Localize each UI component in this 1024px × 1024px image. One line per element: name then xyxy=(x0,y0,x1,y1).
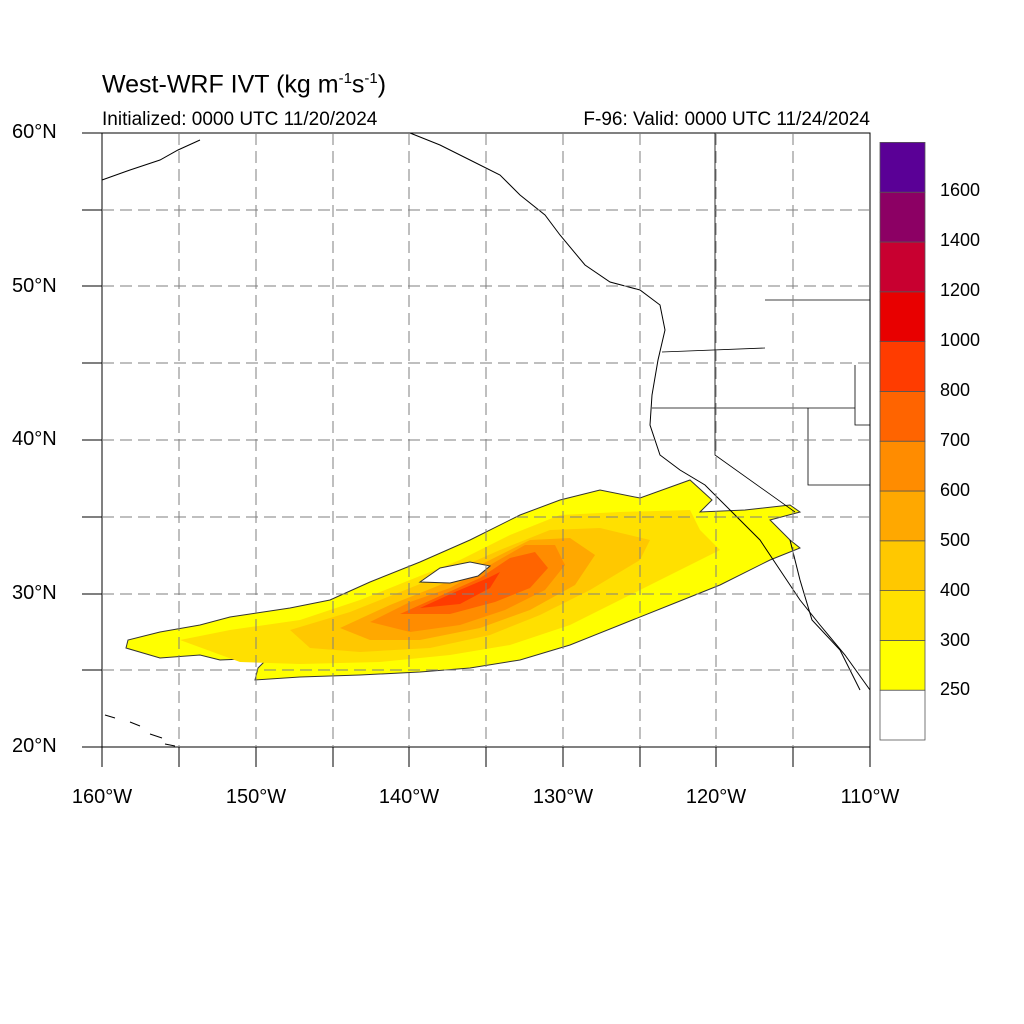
colorbar-label-1200: 1200 xyxy=(940,280,981,300)
lon-label-130w: 130°W xyxy=(532,786,594,808)
colorbar-label-400: 400 xyxy=(940,580,971,600)
ivt-field xyxy=(125,479,802,681)
ivt-contour-700 xyxy=(400,552,548,614)
colorbar-label-1400: 1400 xyxy=(940,230,981,250)
lat-label-30: 30°N xyxy=(12,582,57,604)
map-title: West-WRF IVT (kg m-1s-1) xyxy=(102,70,387,99)
colorbar-box xyxy=(879,341,926,392)
lon-label-110w: 110°W xyxy=(840,786,900,808)
colorbar-box xyxy=(879,640,926,691)
colorbar-label-600: 600 xyxy=(940,480,971,500)
lon-label-150w: 150°W xyxy=(225,786,287,808)
ivt-contour-800 xyxy=(420,572,500,608)
lat-label-40: 40°N xyxy=(12,428,57,450)
coastlines xyxy=(101,132,871,747)
colorbar-label-500: 500 xyxy=(940,530,971,550)
colorbar-box xyxy=(879,490,926,542)
baja-coast xyxy=(789,539,861,691)
colorbar-box xyxy=(879,191,926,243)
colorbar-box xyxy=(879,590,926,641)
alaska-coast xyxy=(101,139,201,181)
colorbar-box xyxy=(879,540,926,591)
lon-label-160w: 160°W xyxy=(71,786,133,808)
colorbar-label-250: 250 xyxy=(940,679,971,699)
north-america-coast xyxy=(409,132,871,691)
lon-label-140w: 140°W xyxy=(378,786,440,808)
ivt-gap xyxy=(418,561,492,584)
lat-label-20: 20°N xyxy=(12,735,57,757)
lat-label-60: 60°N xyxy=(12,121,57,143)
lat-label-50: 50°N xyxy=(12,275,57,297)
grid-lines xyxy=(102,133,870,747)
hawaii-islands xyxy=(104,714,176,747)
initialized-time: Initialized: 0000 UTC 11/20/2024 xyxy=(102,109,378,130)
colorbar-label-700: 700 xyxy=(940,430,971,450)
colorbar-label-800: 800 xyxy=(940,380,971,400)
colorbar-label-1000: 1000 xyxy=(940,330,981,350)
colorbar xyxy=(879,141,926,741)
colorbar-box xyxy=(879,291,926,342)
lon-label-120w: 120°W xyxy=(685,786,747,808)
colorbar-label-300: 300 xyxy=(940,630,971,650)
colorbar-box xyxy=(879,440,926,492)
state-borders xyxy=(652,133,870,513)
colorbar-label-1600: 1600 xyxy=(940,180,981,200)
axis-ticks xyxy=(82,132,871,767)
colorbar-box xyxy=(879,241,926,293)
colorbar-box xyxy=(879,141,926,193)
colorbar-box xyxy=(879,390,926,442)
colorbar-box xyxy=(879,689,926,741)
valid-time: F-96: Valid: 0000 UTC 11/24/2024 xyxy=(583,109,870,130)
